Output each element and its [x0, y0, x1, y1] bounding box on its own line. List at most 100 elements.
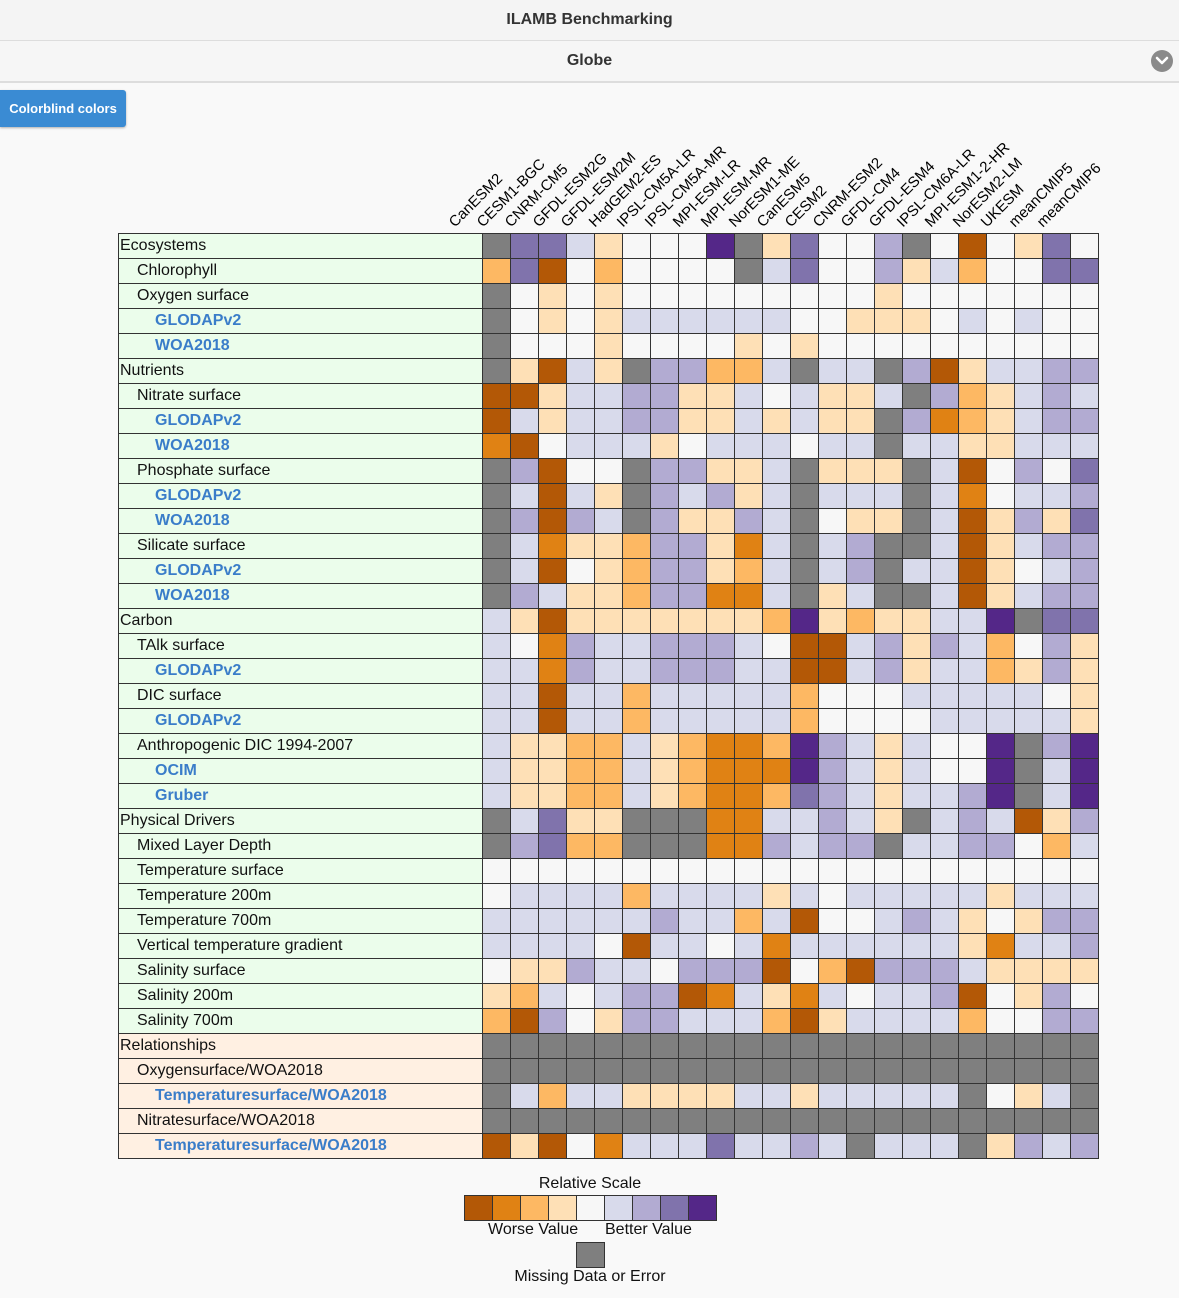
score-cell[interactable] [846, 708, 875, 734]
score-cell[interactable] [510, 933, 539, 959]
score-cell[interactable] [846, 883, 875, 909]
score-cell[interactable] [1042, 1008, 1071, 1034]
score-cell[interactable] [902, 308, 931, 334]
score-cell[interactable] [846, 583, 875, 609]
score-cell[interactable] [482, 708, 511, 734]
score-cell[interactable] [482, 1008, 511, 1034]
score-cell[interactable] [482, 1108, 511, 1134]
score-cell[interactable] [1070, 733, 1099, 759]
score-cell[interactable] [1070, 708, 1099, 734]
score-cell[interactable] [594, 233, 623, 259]
score-cell[interactable] [1070, 283, 1099, 309]
score-cell[interactable] [650, 583, 679, 609]
score-cell[interactable] [1014, 358, 1043, 384]
score-cell[interactable] [930, 933, 959, 959]
score-cell[interactable] [650, 933, 679, 959]
score-cell[interactable] [790, 458, 819, 484]
score-cell[interactable] [874, 433, 903, 459]
score-cell[interactable] [986, 633, 1015, 659]
score-cell[interactable] [846, 833, 875, 859]
score-cell[interactable] [482, 333, 511, 359]
score-cell[interactable] [510, 608, 539, 634]
score-cell[interactable] [762, 258, 791, 284]
score-cell[interactable] [1042, 733, 1071, 759]
region-header[interactable]: Globe [0, 41, 1179, 83]
score-cell[interactable] [762, 733, 791, 759]
score-cell[interactable] [706, 758, 735, 784]
score-cell[interactable] [790, 883, 819, 909]
score-cell[interactable] [538, 358, 567, 384]
score-cell[interactable] [958, 908, 987, 934]
score-cell[interactable] [510, 908, 539, 934]
score-cell[interactable] [958, 308, 987, 334]
score-cell[interactable] [622, 858, 651, 884]
score-cell[interactable] [986, 933, 1015, 959]
score-cell[interactable] [1070, 958, 1099, 984]
score-cell[interactable] [1070, 908, 1099, 934]
score-cell[interactable] [650, 858, 679, 884]
score-cell[interactable] [762, 308, 791, 334]
score-cell[interactable] [566, 408, 595, 434]
score-cell[interactable] [762, 808, 791, 834]
score-cell[interactable] [958, 933, 987, 959]
score-cell[interactable] [762, 533, 791, 559]
score-cell[interactable] [986, 333, 1015, 359]
score-cell[interactable] [1014, 833, 1043, 859]
score-cell[interactable] [790, 433, 819, 459]
score-cell[interactable] [734, 1108, 763, 1134]
score-cell[interactable] [986, 483, 1015, 509]
score-cell[interactable] [846, 258, 875, 284]
score-cell[interactable] [930, 708, 959, 734]
score-cell[interactable] [1070, 358, 1099, 384]
score-cell[interactable] [706, 458, 735, 484]
score-cell[interactable] [538, 958, 567, 984]
score-cell[interactable] [846, 808, 875, 834]
score-cell[interactable] [958, 408, 987, 434]
score-cell[interactable] [874, 883, 903, 909]
score-cell[interactable] [1070, 258, 1099, 284]
score-cell[interactable] [566, 458, 595, 484]
score-cell[interactable] [566, 733, 595, 759]
score-cell[interactable] [958, 433, 987, 459]
score-cell[interactable] [846, 283, 875, 309]
score-cell[interactable] [706, 1033, 735, 1059]
score-cell[interactable] [902, 333, 931, 359]
score-cell[interactable] [902, 583, 931, 609]
score-cell[interactable] [734, 408, 763, 434]
score-cell[interactable] [1042, 808, 1071, 834]
score-cell[interactable] [622, 1083, 651, 1109]
score-cell[interactable] [762, 1058, 791, 1084]
score-cell[interactable] [566, 1008, 595, 1034]
score-cell[interactable] [1014, 408, 1043, 434]
score-cell[interactable] [622, 633, 651, 659]
score-cell[interactable] [538, 908, 567, 934]
score-cell[interactable] [1042, 683, 1071, 709]
score-cell[interactable] [1014, 783, 1043, 809]
score-cell[interactable] [622, 258, 651, 284]
score-cell[interactable] [538, 233, 567, 259]
score-cell[interactable] [594, 1133, 623, 1159]
score-cell[interactable] [1042, 408, 1071, 434]
score-cell[interactable] [1014, 608, 1043, 634]
score-cell[interactable] [986, 608, 1015, 634]
score-cell[interactable] [762, 408, 791, 434]
score-cell[interactable] [790, 783, 819, 809]
score-cell[interactable] [818, 1133, 847, 1159]
score-cell[interactable] [650, 733, 679, 759]
score-cell[interactable] [846, 683, 875, 709]
score-cell[interactable] [930, 1033, 959, 1059]
score-cell[interactable] [510, 1033, 539, 1059]
score-cell[interactable] [818, 1058, 847, 1084]
score-cell[interactable] [790, 258, 819, 284]
row-label[interactable]: Temperaturesurface/WOA2018 [118, 1133, 483, 1159]
score-cell[interactable] [1042, 333, 1071, 359]
score-cell[interactable] [762, 783, 791, 809]
score-cell[interactable] [1070, 1033, 1099, 1059]
score-cell[interactable] [622, 333, 651, 359]
score-cell[interactable] [958, 458, 987, 484]
score-cell[interactable] [930, 233, 959, 259]
score-cell[interactable] [538, 258, 567, 284]
score-cell[interactable] [678, 508, 707, 534]
score-cell[interactable] [1042, 433, 1071, 459]
score-cell[interactable] [650, 433, 679, 459]
